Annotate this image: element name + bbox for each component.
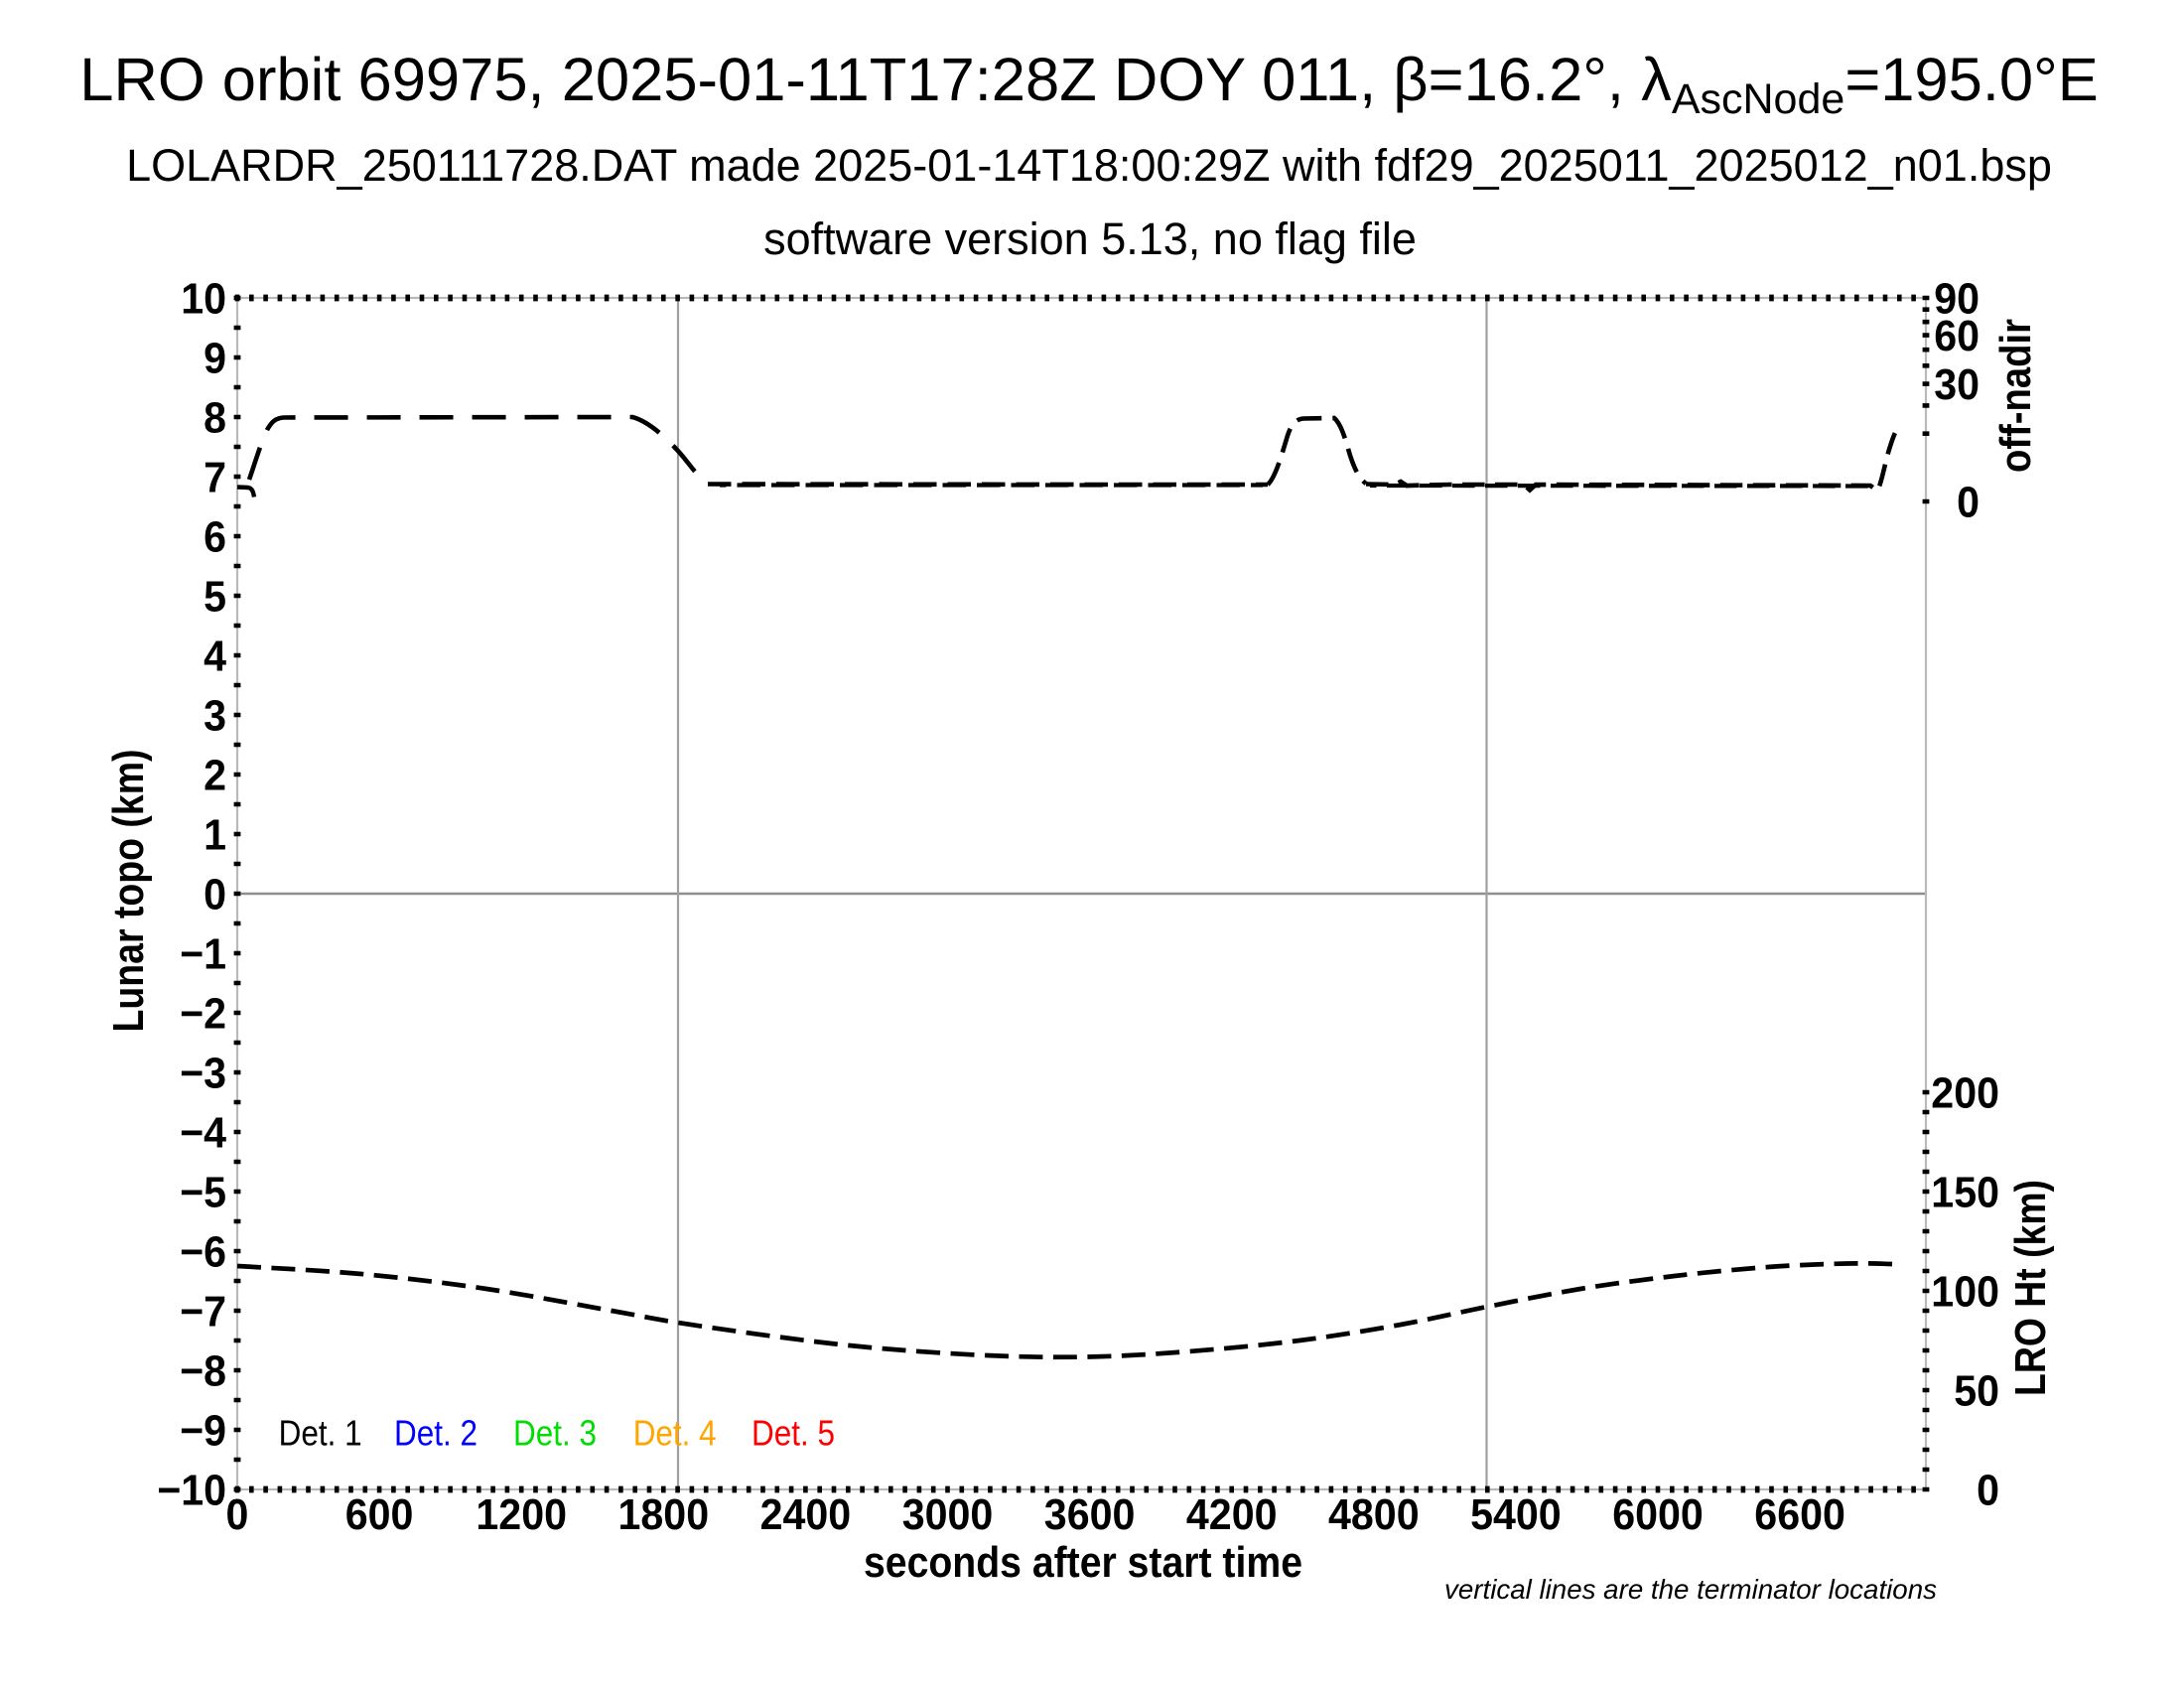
svg-text:Det. 1: Det. 1 <box>279 1413 362 1454</box>
svg-text:5400: 5400 <box>1470 1490 1562 1539</box>
svg-text:seconds after start time: seconds after start time <box>864 1538 1302 1587</box>
svg-text:6: 6 <box>204 513 226 562</box>
svg-text:9: 9 <box>204 335 226 383</box>
svg-text:Det. 2: Det. 2 <box>394 1413 478 1454</box>
svg-text:10: 10 <box>181 275 226 324</box>
svg-text:90: 90 <box>1934 275 1979 324</box>
svg-text:0: 0 <box>1957 479 1979 527</box>
svg-text:LOLARDR_250111728.DAT made 202: LOLARDR_250111728.DAT made 2025-01-14T18… <box>126 140 2052 191</box>
svg-text:4: 4 <box>204 633 226 681</box>
svg-text:off-nadir: off-nadir <box>1991 319 2040 473</box>
svg-text:Lunar topo (km): Lunar topo (km) <box>104 750 153 1033</box>
svg-text:0: 0 <box>1977 1467 1999 1515</box>
svg-text:−4: −4 <box>180 1109 226 1158</box>
svg-text:150: 150 <box>1931 1169 1999 1217</box>
svg-text:100: 100 <box>1931 1268 1999 1317</box>
svg-text:6000: 6000 <box>1612 1490 1704 1539</box>
svg-text:−10: −10 <box>157 1467 226 1515</box>
svg-text:Det. 3: Det. 3 <box>513 1413 597 1454</box>
svg-text:3: 3 <box>204 692 226 741</box>
svg-text:LRO Ht (km): LRO Ht (km) <box>2006 1180 2055 1396</box>
svg-text:5: 5 <box>204 573 226 622</box>
svg-text:4800: 4800 <box>1328 1490 1420 1539</box>
svg-text:−6: −6 <box>180 1228 226 1277</box>
svg-text:Det. 4: Det. 4 <box>633 1413 717 1454</box>
svg-text:600: 600 <box>345 1490 414 1539</box>
svg-text:software version 5.13, no flag: software version 5.13, no flag file <box>763 213 1417 264</box>
svg-text:6600: 6600 <box>1754 1490 1845 1539</box>
svg-text:0: 0 <box>226 1490 249 1539</box>
svg-text:−3: −3 <box>180 1050 226 1098</box>
svg-text:7: 7 <box>204 454 226 502</box>
svg-text:−9: −9 <box>180 1407 226 1456</box>
svg-text:50: 50 <box>1954 1367 1999 1416</box>
svg-text:30: 30 <box>1934 360 1979 409</box>
svg-text:Det. 5: Det. 5 <box>751 1413 835 1454</box>
svg-text:0: 0 <box>204 871 226 919</box>
svg-text:2400: 2400 <box>760 1490 852 1539</box>
svg-text:1200: 1200 <box>476 1490 567 1539</box>
svg-text:3000: 3000 <box>902 1490 994 1539</box>
svg-text:3600: 3600 <box>1044 1490 1136 1539</box>
svg-text:1800: 1800 <box>618 1490 710 1539</box>
svg-text:−1: −1 <box>180 930 226 979</box>
svg-text:−7: −7 <box>180 1288 226 1337</box>
svg-text:−5: −5 <box>180 1169 226 1217</box>
svg-text:vertical lines are the termina: vertical lines are the terminator locati… <box>1444 1574 1937 1605</box>
svg-text:2: 2 <box>204 752 226 800</box>
svg-text:−2: −2 <box>180 990 226 1039</box>
svg-text:200: 200 <box>1931 1069 1999 1118</box>
svg-text:1: 1 <box>204 811 226 860</box>
svg-text:8: 8 <box>204 394 226 443</box>
svg-text:4200: 4200 <box>1186 1490 1278 1539</box>
svg-text:−8: −8 <box>180 1347 226 1396</box>
svg-text:60: 60 <box>1934 312 1979 360</box>
